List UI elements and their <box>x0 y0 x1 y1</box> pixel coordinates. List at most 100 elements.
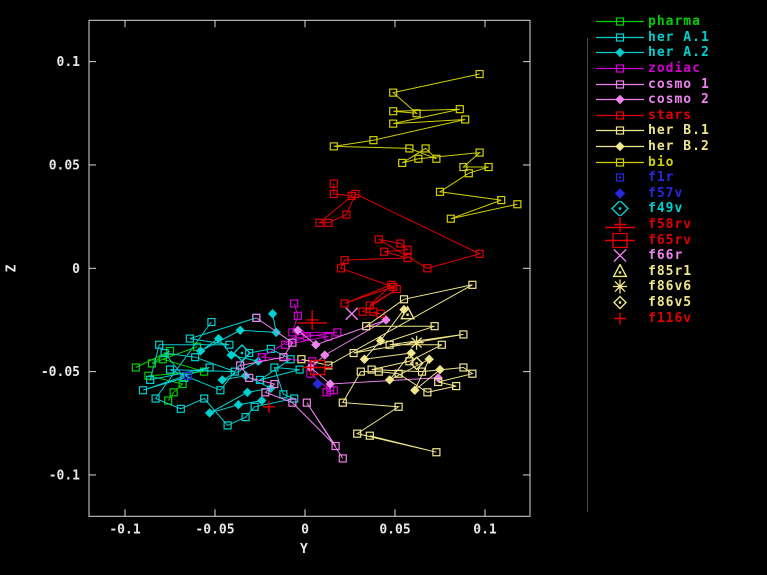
legend-item-her-a-1: her A.1 <box>592 30 710 46</box>
diamond-marker <box>233 344 251 363</box>
square-marker <box>144 371 153 380</box>
square-marker <box>329 179 338 188</box>
square-marker <box>437 340 446 349</box>
marker-dot <box>415 362 418 365</box>
square-marker <box>165 365 175 374</box>
square-marker <box>279 353 288 362</box>
square-marker <box>421 144 430 153</box>
marker-dot <box>406 313 409 316</box>
diamond-marker <box>384 375 395 385</box>
square-marker <box>392 284 401 294</box>
square-marker <box>468 369 477 378</box>
square-marker <box>331 441 340 451</box>
square-marker <box>340 299 349 308</box>
square-marker <box>405 144 414 153</box>
series-line <box>142 317 300 427</box>
square-marker <box>362 322 371 331</box>
legend-label: f49v <box>648 201 684 217</box>
legend-item-stars: stars <box>592 108 710 124</box>
legend-item-cosmo-1: cosmo 1 <box>592 76 710 92</box>
marker-dot <box>240 351 244 355</box>
square-marker <box>252 313 261 322</box>
series-line <box>239 317 344 459</box>
square-marker <box>270 363 279 372</box>
square-marker <box>191 353 200 362</box>
square-marker <box>365 431 374 440</box>
square-marker <box>324 218 333 227</box>
square-marker <box>236 361 245 370</box>
square-marker <box>412 109 421 118</box>
legend-label: f65rv <box>648 232 693 248</box>
legend-sample-diamond <box>596 95 644 105</box>
square-marker <box>257 353 266 362</box>
square-marker <box>452 382 461 391</box>
legend-item-f86v6: f86v6 <box>592 279 710 295</box>
square-marker <box>399 295 409 304</box>
square-marker <box>290 299 299 308</box>
square-marker <box>295 365 304 374</box>
series-line <box>363 309 441 391</box>
square-marker <box>432 448 441 457</box>
y-tick-label: 0.05 <box>49 158 80 173</box>
square-marker <box>615 64 625 73</box>
legend-item-f57v: f57v <box>592 186 710 202</box>
square-marker <box>329 386 338 395</box>
square-marker <box>468 280 477 289</box>
legend-sample-diamond-dot <box>613 295 627 310</box>
marker-dot <box>187 374 189 377</box>
series-line <box>200 313 277 414</box>
square-marker <box>151 394 160 403</box>
x-axis-label: Y <box>300 542 308 557</box>
square-marker <box>356 367 365 376</box>
square-marker <box>349 348 358 358</box>
legend-sample-square <box>596 64 644 73</box>
square-marker <box>475 69 484 79</box>
series-line <box>135 346 205 401</box>
legend-item-f85r1: f85r1 <box>592 263 710 280</box>
square-marker <box>615 173 625 182</box>
square-marker <box>475 249 484 258</box>
square-marker <box>446 214 455 223</box>
square-marker <box>423 388 432 397</box>
legend-label: f86v5 <box>648 294 693 310</box>
legend-sample-plus-hbar <box>605 217 635 233</box>
series-line <box>333 73 518 220</box>
square-marker <box>403 245 412 254</box>
diamond-marker <box>233 399 244 410</box>
legend-label: zodiac <box>648 61 701 77</box>
legend-sample-diamond-dot-large <box>611 201 629 217</box>
square-marker <box>340 255 349 265</box>
legend-sample-x <box>613 249 627 263</box>
series-f49v <box>233 344 251 363</box>
series-cosmo-2 <box>293 315 443 389</box>
legend-sample-diamond-filled <box>614 188 626 199</box>
legend-sample-square <box>596 33 644 42</box>
y-tick-label: 0 <box>72 262 80 277</box>
legend-label: pharma <box>648 14 701 30</box>
series-f116v <box>263 400 275 413</box>
square-marker <box>250 402 259 411</box>
square-marker <box>245 348 254 358</box>
triangle-marker <box>400 305 416 320</box>
square-marker <box>484 162 493 172</box>
legend-label: f116v <box>648 310 693 326</box>
square-marker <box>369 136 378 145</box>
square-marker <box>329 142 338 151</box>
diamond-marker <box>409 356 424 371</box>
square-marker <box>336 264 346 273</box>
diamond-marker <box>235 325 245 336</box>
legend-sample-square-dot <box>615 173 625 182</box>
square-marker <box>615 158 625 167</box>
square-marker <box>338 398 347 407</box>
legend-label: f1r <box>648 170 675 186</box>
series-f86v6 <box>409 335 424 350</box>
square-marker <box>455 105 464 114</box>
square-marker <box>389 107 398 116</box>
square-marker <box>338 454 347 463</box>
legend-item-her-b-1: her B.1 <box>592 123 710 139</box>
series-pharma <box>131 342 209 405</box>
square-marker <box>266 344 275 353</box>
diamond-marker <box>257 395 267 406</box>
